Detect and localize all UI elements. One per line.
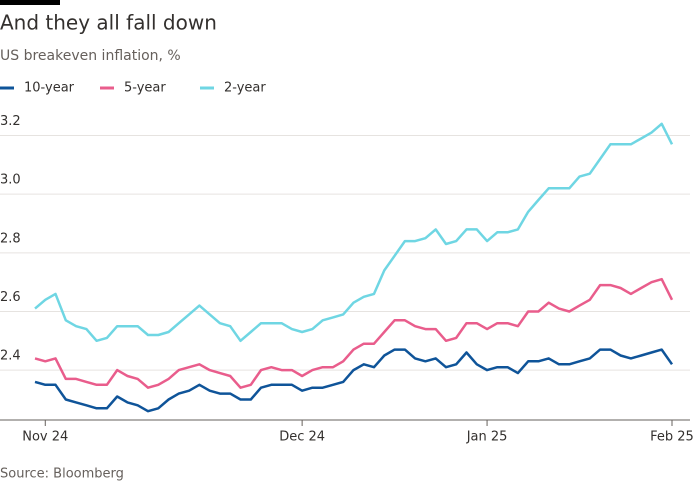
y-tick-label: 2.4: [0, 349, 21, 364]
chart-subtitle: US breakeven inflation, %: [0, 48, 181, 64]
legend-label: 2-year: [224, 81, 266, 96]
legend-label: 10-year: [24, 81, 75, 96]
x-tick-label: Nov 24: [22, 430, 68, 445]
series-line: [34, 277, 674, 389]
x-tick-label: Jan 25: [466, 430, 508, 445]
series-line: [34, 122, 674, 343]
series-line: [34, 348, 674, 413]
y-tick-label: 2.8: [0, 231, 21, 246]
x-tick-label: Feb 25: [650, 430, 694, 445]
brand-bar: [0, 0, 60, 5]
y-tick-label: 3.2: [0, 114, 21, 129]
y-tick-label: 2.6: [0, 290, 21, 305]
source: Source: Bloomberg: [0, 467, 124, 482]
chart-title: And they all fall down: [0, 11, 217, 35]
y-tick-label: 3.0: [0, 173, 21, 188]
legend-label: 5-year: [124, 81, 166, 96]
x-tick-label: Dec 24: [279, 430, 325, 445]
